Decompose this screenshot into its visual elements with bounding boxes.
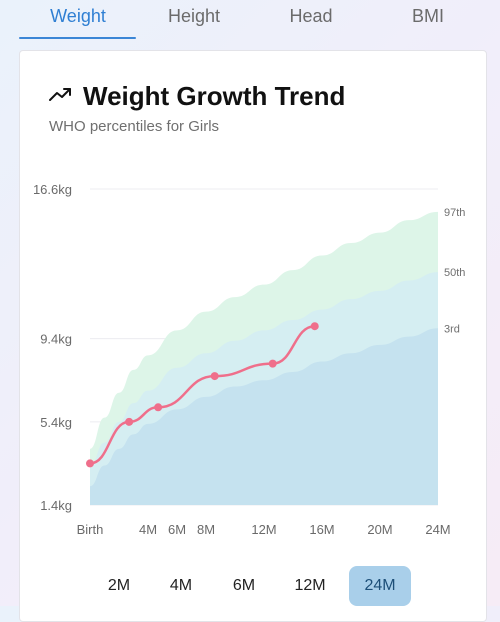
x-tick-label: 6M: [168, 522, 186, 537]
percentile-label: 97th: [444, 207, 465, 219]
percentile-label: 3rd: [444, 323, 460, 335]
y-tick-label: 9.4kg: [40, 332, 72, 347]
tab-weight[interactable]: Weight: [50, 6, 106, 26]
x-tick-label: 8M: [197, 522, 215, 537]
trending-up-icon: [49, 88, 71, 101]
range-button-12m[interactable]: 12M: [294, 577, 326, 594]
percentile-band-3rd: [90, 328, 438, 505]
x-tick-label: 24M: [425, 522, 450, 537]
range-button-2m[interactable]: 2M: [107, 577, 131, 594]
time-range-selector: 2M 4M 6M 12M 24M: [80, 566, 420, 606]
tab-bmi[interactable]: BMI: [411, 6, 444, 26]
weight-data-point[interactable]: [154, 403, 163, 412]
card-title: Weight Growth Trend: [83, 81, 346, 111]
active-tab-indicator: [19, 37, 136, 39]
card-subtitle: WHO percentiles for Girls: [49, 118, 220, 135]
x-tick-label: 20M: [367, 522, 392, 537]
weight-data-point[interactable]: [268, 359, 277, 368]
tab-head[interactable]: Head: [289, 6, 333, 26]
x-tick-label: 4M: [139, 522, 157, 537]
tab-height[interactable]: Height: [167, 6, 221, 26]
weight-data-point[interactable]: [86, 459, 94, 468]
growth-chart: 16.6kg 9.4kg 5.4kg 1.4kg Birth 4M 6M 8M 12M 16M 2…: [33, 182, 465, 537]
x-tick-label: 12M: [251, 522, 276, 537]
range-button-24m[interactable]: 24M: [349, 566, 411, 606]
weight-series-line: [88, 324, 316, 465]
tab-bar: Weight Height Head BMI: [0, 0, 500, 40]
weight-data-point[interactable]: [210, 372, 219, 381]
x-tick-label: Birth: [77, 522, 104, 537]
weight-data-point[interactable]: [125, 417, 134, 426]
y-tick-label: 5.4kg: [40, 415, 72, 430]
x-axis-labels: Birth 4M 6M 8M 12M 16M 20M 24M: [77, 522, 451, 537]
percentile-bands: [90, 211, 438, 506]
percentile-label: 50th: [444, 267, 465, 279]
range-button-4m[interactable]: 4M: [169, 577, 193, 594]
range-button-6m[interactable]: 6M: [232, 577, 256, 594]
y-tick-label: 1.4kg: [40, 498, 72, 513]
y-axis-labels: 16.6kg 9.4kg 5.4kg 1.4kg: [33, 182, 72, 513]
y-tick-label: 16.6kg: [33, 182, 72, 197]
percentile-labels: 97th 50th 3rd: [444, 207, 465, 335]
x-tick-label: 16M: [309, 522, 334, 537]
weight-data-point[interactable]: [310, 322, 319, 331]
weight-series: [86, 322, 319, 468]
